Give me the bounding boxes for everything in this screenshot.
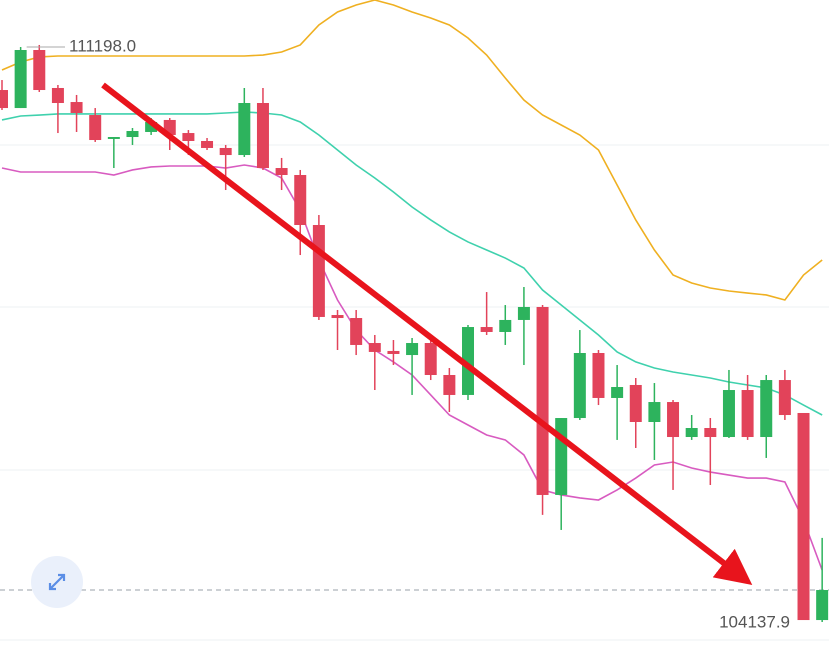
candle-body [741,390,754,438]
candle-body [275,168,288,175]
trend-arrow [101,82,753,585]
candle-body [219,147,232,156]
candle-body [14,50,27,109]
indicator-line [1,0,823,301]
candle-body [294,175,307,225]
candle-body [70,102,83,113]
candle-body [387,350,400,354]
candle-body [126,131,139,138]
candle-body [611,387,624,398]
annotation-label: 104137.9 [719,613,790,632]
candle-body [592,353,605,398]
grid [0,144,829,641]
candle-body [778,380,791,416]
candle-body [760,380,773,438]
candle-body [499,319,512,332]
candle-body [443,375,456,395]
candle-body [648,402,661,422]
candle-body [816,590,829,621]
candle-body [312,225,325,317]
plot: 111198.0 104137.9 [0,0,829,632]
candle-body [667,402,680,438]
candle-body [368,343,381,352]
candle-body [350,318,363,345]
candle-body [201,140,214,148]
candle-body [462,327,474,395]
candle-body [145,121,158,132]
annotation-label: 111198.0 [69,36,136,55]
candle-body [555,418,568,495]
candle-body [51,87,64,104]
expand-button[interactable] [31,556,83,608]
candle-body [406,343,419,356]
candle-body [238,103,251,156]
candle-body [573,353,586,419]
candle-body [107,137,120,139]
candle-body [424,343,437,375]
candle-body [256,103,269,169]
candle-body [480,327,493,332]
candle-body [182,133,195,141]
candle-body [517,306,530,320]
candle-body [685,428,698,438]
candle-body [722,390,735,438]
candle-body [89,115,102,141]
candle-body [704,428,717,438]
candle-body [797,412,810,621]
candle-body [0,90,8,109]
candle-body [536,306,549,495]
candle-body [629,384,642,422]
candle-body [33,50,46,91]
candle-body [331,315,344,319]
